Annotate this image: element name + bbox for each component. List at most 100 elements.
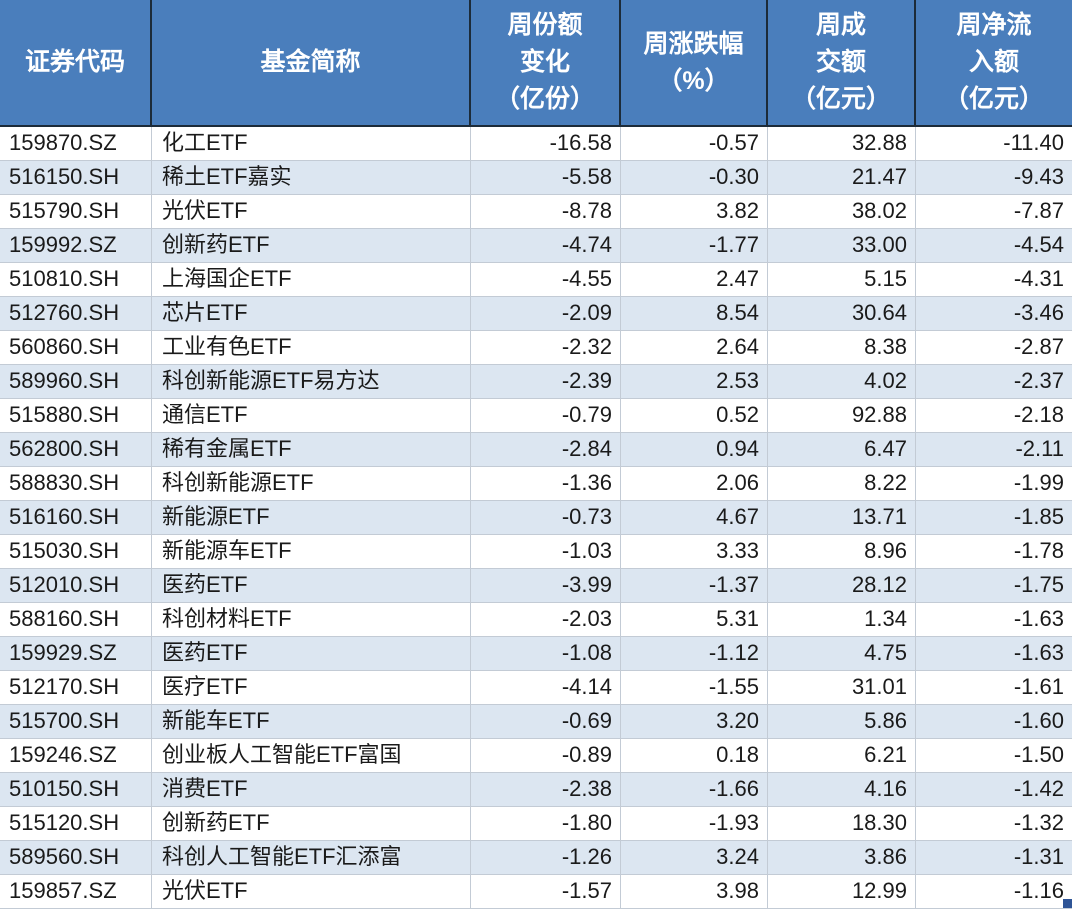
cell-net-inflow[interactable]: -1.42 [916,773,1072,807]
cell-net-inflow[interactable]: -1.50 [916,739,1072,773]
cell-share-change[interactable]: -2.39 [471,365,621,399]
cell-share-change[interactable]: -8.78 [471,195,621,229]
cell-share-change[interactable]: -2.32 [471,331,621,365]
cell-turnover[interactable]: 18.30 [768,807,916,841]
cell-share-change[interactable]: -1.57 [471,875,621,909]
cell-fund-name[interactable]: 创业板人工智能ETF富国 [152,739,471,773]
cell-share-change[interactable]: -1.08 [471,637,621,671]
cell-security-code[interactable]: 589960.SH [0,365,152,399]
cell-security-code[interactable]: 159870.SZ [0,127,152,161]
cell-fund-name[interactable]: 科创人工智能ETF汇添富 [152,841,471,875]
cell-fund-name[interactable]: 科创材料ETF [152,603,471,637]
cell-security-code[interactable]: 512170.SH [0,671,152,705]
cell-turnover[interactable]: 4.16 [768,773,916,807]
cell-fund-name[interactable]: 消费ETF [152,773,471,807]
cell-net-inflow[interactable]: -1.63 [916,637,1072,671]
cell-fund-name[interactable]: 新能源车ETF [152,535,471,569]
cell-pct-change[interactable]: 3.82 [621,195,768,229]
cell-pct-change[interactable]: -1.37 [621,569,768,603]
cell-turnover[interactable]: 12.99 [768,875,916,909]
cell-fund-name[interactable]: 医药ETF [152,569,471,603]
cell-share-change[interactable]: -2.38 [471,773,621,807]
cell-fund-name[interactable]: 化工ETF [152,127,471,161]
cell-fund-name[interactable]: 科创新能源ETF [152,467,471,501]
cell-net-inflow[interactable]: -1.75 [916,569,1072,603]
cell-fund-name[interactable]: 医药ETF [152,637,471,671]
cell-fund-name[interactable]: 创新药ETF [152,229,471,263]
cell-net-inflow[interactable]: -1.32 [916,807,1072,841]
cell-security-code[interactable]: 588830.SH [0,467,152,501]
cell-share-change[interactable]: -0.69 [471,705,621,739]
cell-share-change[interactable]: -1.80 [471,807,621,841]
cell-turnover[interactable]: 1.34 [768,603,916,637]
cell-net-inflow[interactable]: -4.31 [916,263,1072,297]
cell-share-change[interactable]: -0.79 [471,399,621,433]
cell-share-change[interactable]: -16.58 [471,127,621,161]
cell-share-change[interactable]: -1.26 [471,841,621,875]
cell-fund-name[interactable]: 上海国企ETF [152,263,471,297]
cell-turnover[interactable]: 5.86 [768,705,916,739]
cell-net-inflow[interactable]: -1.61 [916,671,1072,705]
cell-pct-change[interactable]: 0.94 [621,433,768,467]
cell-security-code[interactable]: 589560.SH [0,841,152,875]
cell-fund-name[interactable]: 医疗ETF [152,671,471,705]
cell-turnover[interactable]: 92.88 [768,399,916,433]
cell-security-code[interactable]: 588160.SH [0,603,152,637]
cell-net-inflow[interactable]: -4.54 [916,229,1072,263]
cell-turnover[interactable]: 6.47 [768,433,916,467]
cell-security-code[interactable]: 510150.SH [0,773,152,807]
cell-fund-name[interactable]: 芯片ETF [152,297,471,331]
cell-net-inflow[interactable]: -1.31 [916,841,1072,875]
cell-turnover[interactable]: 4.75 [768,637,916,671]
cell-net-inflow[interactable]: -3.46 [916,297,1072,331]
cell-net-inflow[interactable]: -2.11 [916,433,1072,467]
cell-net-inflow[interactable]: -1.85 [916,501,1072,535]
cell-share-change[interactable]: -4.74 [471,229,621,263]
cell-turnover[interactable]: 3.86 [768,841,916,875]
cell-security-code[interactable]: 159929.SZ [0,637,152,671]
cell-turnover[interactable]: 28.12 [768,569,916,603]
cell-turnover[interactable]: 21.47 [768,161,916,195]
cell-turnover[interactable]: 30.64 [768,297,916,331]
cell-turnover[interactable]: 13.71 [768,501,916,535]
cell-pct-change[interactable]: 0.18 [621,739,768,773]
cell-share-change[interactable]: -4.14 [471,671,621,705]
cell-security-code[interactable]: 560860.SH [0,331,152,365]
cell-pct-change[interactable]: -0.57 [621,127,768,161]
cell-turnover[interactable]: 31.01 [768,671,916,705]
cell-security-code[interactable]: 515880.SH [0,399,152,433]
cell-turnover[interactable]: 38.02 [768,195,916,229]
cell-fund-name[interactable]: 稀土ETF嘉实 [152,161,471,195]
cell-turnover[interactable]: 8.22 [768,467,916,501]
cell-share-change[interactable]: -1.36 [471,467,621,501]
cell-security-code[interactable]: 159992.SZ [0,229,152,263]
cell-fund-name[interactable]: 通信ETF [152,399,471,433]
cell-security-code[interactable]: 516160.SH [0,501,152,535]
cell-pct-change[interactable]: 2.64 [621,331,768,365]
cell-net-inflow[interactable]: -1.99 [916,467,1072,501]
cell-security-code[interactable]: 512760.SH [0,297,152,331]
cell-fund-name[interactable]: 稀有金属ETF [152,433,471,467]
cell-pct-change[interactable]: 0.52 [621,399,768,433]
selection-fill-handle[interactable] [1063,899,1072,908]
cell-share-change[interactable]: -0.89 [471,739,621,773]
cell-pct-change[interactable]: 2.53 [621,365,768,399]
cell-fund-name[interactable]: 创新药ETF [152,807,471,841]
cell-fund-name[interactable]: 光伏ETF [152,195,471,229]
cell-fund-name[interactable]: 工业有色ETF [152,331,471,365]
cell-security-code[interactable]: 515120.SH [0,807,152,841]
cell-pct-change[interactable]: 3.33 [621,535,768,569]
cell-share-change[interactable]: -2.84 [471,433,621,467]
cell-pct-change[interactable]: 8.54 [621,297,768,331]
cell-security-code[interactable]: 515700.SH [0,705,152,739]
cell-share-change[interactable]: -3.99 [471,569,621,603]
cell-pct-change[interactable]: 2.47 [621,263,768,297]
cell-share-change[interactable]: -1.03 [471,535,621,569]
cell-share-change[interactable]: -0.73 [471,501,621,535]
cell-fund-name[interactable]: 新能车ETF [152,705,471,739]
cell-pct-change[interactable]: -1.93 [621,807,768,841]
cell-pct-change[interactable]: 3.20 [621,705,768,739]
cell-turnover[interactable]: 32.88 [768,127,916,161]
cell-security-code[interactable]: 515030.SH [0,535,152,569]
cell-security-code[interactable]: 562800.SH [0,433,152,467]
